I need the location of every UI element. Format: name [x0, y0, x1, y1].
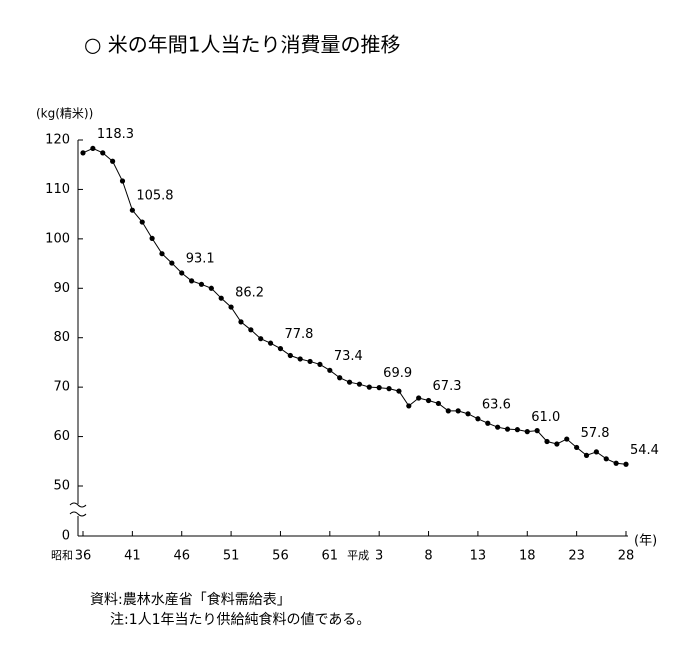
marker — [277, 345, 284, 352]
marker — [119, 178, 126, 184]
marker — [327, 367, 333, 373]
marker — [504, 426, 511, 432]
y-tick-label: 0 — [62, 529, 70, 544]
source: 資料:農林水産省「食料需給表」 — [90, 591, 291, 608]
data-label: 61.0 — [531, 410, 560, 425]
marker — [475, 416, 481, 422]
marker — [416, 395, 422, 401]
marker — [465, 411, 471, 417]
marker — [593, 449, 599, 455]
x-tick-label: 41 — [124, 549, 141, 564]
y-tick-label: 80 — [53, 330, 70, 345]
axis-break — [69, 502, 87, 508]
marker — [100, 150, 106, 156]
marker — [603, 456, 609, 462]
x-tick-label: 3 — [375, 549, 383, 564]
marker — [376, 385, 382, 391]
marker — [386, 386, 392, 392]
marker — [366, 384, 372, 390]
marker — [287, 352, 293, 359]
x-tick-label: 23 — [568, 549, 585, 564]
marker — [110, 158, 116, 164]
marker — [356, 381, 363, 387]
marker — [238, 319, 244, 325]
x-tick-label: 8 — [424, 549, 432, 564]
y-tick-label: 120 — [45, 133, 70, 148]
marker — [80, 150, 86, 156]
marker — [159, 251, 165, 257]
marker — [307, 358, 313, 365]
marker — [396, 388, 402, 394]
x-tick-label: 28 — [618, 549, 635, 564]
marker — [90, 145, 96, 152]
marker — [623, 461, 629, 467]
x-axis-label: (年) — [634, 534, 657, 549]
chart-title: ○ 米の年間1人当たり消費量の推移 — [84, 33, 401, 57]
x-tick-label: 36 — [75, 549, 92, 564]
x-tick-prefix: 昭和 — [51, 549, 73, 562]
x-tick-label: 56 — [272, 549, 289, 564]
marker — [139, 219, 145, 225]
x-tick-prefix: 平成 — [347, 549, 369, 562]
marker — [544, 438, 550, 445]
marker — [445, 408, 451, 414]
marker — [534, 428, 540, 434]
marker — [258, 336, 264, 342]
note: 注:1人1年当たり供給純食料の値である。 — [110, 611, 370, 628]
marker — [208, 285, 214, 291]
marker — [179, 270, 185, 276]
data-label: 54.4 — [630, 443, 659, 458]
marker — [218, 295, 224, 301]
marker — [297, 356, 303, 362]
data-label: 105.8 — [136, 189, 173, 204]
x-tick-label: 61 — [322, 549, 339, 564]
y-tick-label: 60 — [53, 429, 70, 444]
y-tick-label: 110 — [45, 182, 70, 197]
marker — [613, 460, 619, 466]
x-tick-label: 13 — [470, 549, 487, 564]
marker — [554, 441, 560, 447]
marker — [169, 260, 175, 266]
y-tick-label: 70 — [53, 380, 70, 395]
marker — [583, 452, 590, 458]
marker — [317, 361, 323, 368]
x-tick-label: 18 — [519, 549, 536, 564]
marker — [228, 304, 234, 310]
y-tick-label: 50 — [53, 479, 70, 494]
y-axis-label: (kg(精米)) — [36, 107, 93, 121]
data-label: 77.8 — [284, 327, 313, 342]
y-tick-label: 100 — [45, 231, 70, 246]
marker — [248, 327, 254, 333]
marker — [485, 420, 491, 426]
data-label: 67.3 — [433, 379, 462, 394]
data-label: 118.3 — [97, 127, 134, 142]
x-tick-label: 46 — [173, 549, 190, 564]
marker — [495, 424, 501, 430]
marker — [346, 379, 353, 385]
marker — [425, 397, 432, 404]
data-label: 69.9 — [383, 366, 412, 381]
marker — [524, 429, 530, 435]
marker — [435, 400, 442, 407]
data-label: 86.2 — [235, 286, 264, 301]
marker — [514, 427, 521, 433]
marker — [564, 436, 570, 442]
marker — [189, 278, 195, 284]
axis-break — [69, 511, 87, 517]
data-label: 93.1 — [186, 251, 215, 266]
y-tick-label: 90 — [53, 281, 70, 296]
marker — [337, 375, 343, 381]
data-label: 73.4 — [334, 349, 363, 364]
x-tick-label: 51 — [223, 549, 240, 564]
data-label: 63.6 — [482, 397, 511, 412]
marker — [406, 403, 412, 409]
marker — [267, 340, 274, 346]
marker — [198, 281, 205, 287]
marker — [129, 207, 135, 213]
marker — [149, 235, 155, 241]
data-label: 57.8 — [581, 426, 610, 441]
marker — [574, 444, 580, 451]
marker — [455, 408, 461, 414]
